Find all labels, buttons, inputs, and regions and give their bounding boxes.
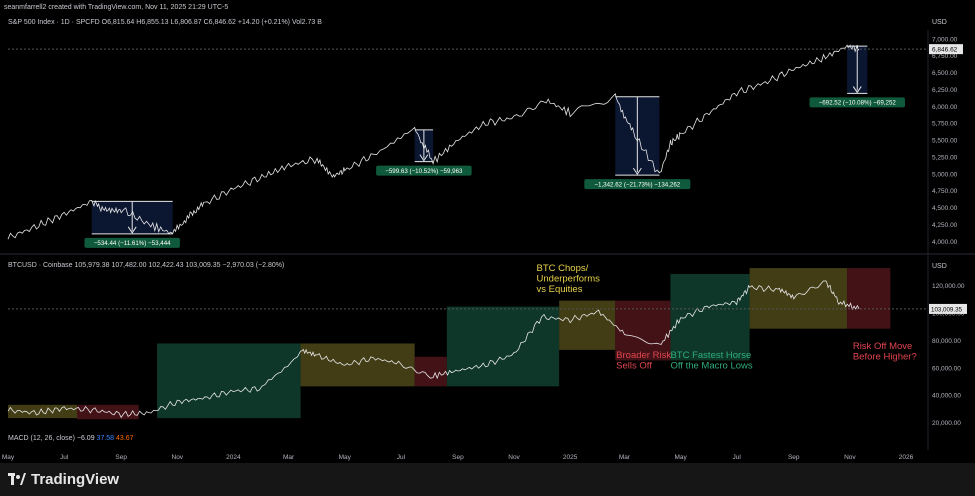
credit-line: seanmfarrell2 created with TradingView.c… (4, 4, 229, 11)
annotation-text: Broader Risk (616, 350, 671, 361)
annotation-text: BTC Fastest Horse (670, 350, 751, 361)
time-axis-tick: Nov (844, 454, 856, 461)
annotation-text: Underperforms (537, 274, 601, 285)
spx-y-tick: 5,750.00 (932, 121, 958, 128)
time-axis-tick: 2026 (899, 454, 914, 461)
tradingview-logo-icon (8, 473, 26, 485)
btc-info: BTCUSD · Coinbase 105,979.38 107,482.00 … (8, 262, 285, 269)
spx-y-tick: 5,000.00 (932, 171, 958, 178)
spx-currency[interactable]: USD (932, 19, 947, 26)
spx-y-tick: 6,750.00 (932, 53, 958, 60)
time-axis-tick: Jul (397, 454, 406, 461)
drawdown-arrow-head (419, 154, 429, 162)
time-axis-tick: Sep (452, 454, 464, 461)
btc-y-tick: 60,000.00 (932, 365, 961, 372)
btc-y-tick: 100,000.00 (932, 311, 965, 318)
time-axis-tick: Jul (60, 454, 69, 461)
annotation-text: Sells Off (616, 361, 652, 372)
btc-y-tick: 40,000.00 (932, 393, 961, 400)
time-axis-tick: Sep (115, 454, 127, 461)
spx-last-price-bg (929, 44, 963, 55)
btc-pane[interactable]: 20,000.00 40,000.00 60,000.00 80,000.00 100,… (7, 263, 967, 427)
regime-box-maroon[interactable] (847, 268, 891, 329)
drawdown-label-bg (84, 237, 180, 248)
annotation-text: Before Higher? (853, 352, 917, 363)
drawdown-arrow-head (852, 86, 862, 94)
btc-y-tick: 120,000.00 (932, 283, 965, 290)
time-axis-tick: May (339, 454, 352, 461)
btc-last-price-bg (929, 303, 967, 314)
time-axis-tick: May (2, 454, 15, 461)
btc-y-tick: 80,000.00 (932, 338, 961, 345)
btc-y-tick: 20,000.00 (932, 420, 961, 427)
spx-info: S&P 500 Index · 1D · SPCFD O6,815.64 H6,… (8, 19, 322, 26)
time-axis-tick: May (674, 454, 687, 461)
regime-box-olive[interactable] (749, 268, 848, 329)
macd-value-2: 37.58 (96, 435, 115, 442)
time-axis-tick: Mar (283, 454, 295, 461)
time-axis-tick: Jul (733, 454, 742, 461)
regime-box-olive[interactable] (300, 343, 415, 387)
btc-last-price: 103,009.35 (931, 306, 963, 313)
time-axis-tick: 2025 (563, 454, 578, 461)
time-axis-tick: Nov (508, 454, 520, 461)
drawdown-arrow-head (632, 167, 642, 176)
time-axis-tick: 2024 (226, 454, 241, 461)
macd-value-3: 43.67 (116, 435, 134, 442)
spx-y-tick: 5,500.00 (932, 138, 958, 145)
btc-price-line[interactable] (7, 280, 860, 419)
drawdown-label: −599.63 (−10.52%) −59,963 (385, 168, 463, 175)
macd-title: MACD (12, 26, close) (8, 435, 75, 442)
drawdown-label-bg (376, 165, 472, 176)
regime-box-green[interactable] (670, 274, 750, 361)
tradingview-brand: TradingView (31, 471, 120, 488)
spx-pane[interactable]: 4,000.00 4,250.00 4,500.00 4,750.00 5,000.00… (7, 36, 963, 248)
charts-svg[interactable]: 4,000.00 4,250.00 4,500.00 4,750.00 5,000.00… (0, 0, 975, 463)
regime-box-maroon[interactable] (615, 300, 671, 361)
annotation-text: Risk Off Move (853, 341, 912, 352)
regime-box-green[interactable] (157, 343, 301, 419)
drawdown-label: −1,342.62 (−21.73%) −134,262 (594, 181, 680, 188)
spx-last-price: 6,846.62 (932, 47, 958, 54)
spx-y-tick: 7,000.00 (932, 36, 958, 43)
drawdown-arrow-head (127, 226, 137, 234)
time-axis-tick: Mar (619, 454, 631, 461)
spx-y-tick: 6,500.00 (932, 70, 958, 77)
spx-y-tick: 4,500.00 (932, 205, 958, 212)
regime-box-maroon[interactable] (414, 356, 447, 387)
spx-y-tick: 4,750.00 (932, 188, 958, 195)
drawdown-label: −692.52 (−10.08%) −69,252 (819, 100, 897, 107)
spx-price-line[interactable] (7, 44, 860, 240)
spx-y-tick: 6,000.00 (932, 104, 958, 111)
footer-bar (0, 463, 975, 496)
annotation-text: vs Equities (537, 284, 583, 295)
btc-currency[interactable]: USD (932, 263, 947, 270)
spx-y-tick: 6,250.00 (932, 87, 958, 94)
drawdown-label-bg (809, 97, 905, 108)
tradingview-logo[interactable]: TradingView (8, 471, 119, 488)
annotation-text: BTC Chops/ (537, 263, 589, 274)
spx-y-tick: 4,000.00 (932, 239, 958, 246)
time-axis-tick: Nov (172, 454, 184, 461)
regime-box-olive[interactable] (559, 300, 616, 350)
spx-y-tick: 4,250.00 (932, 222, 958, 229)
macd-value-1: −6.09 (76, 435, 95, 442)
drawdown-label: −534.44 (−11.61%) −53,444 (94, 240, 171, 247)
macd-info: MACD (12, 26, close) −6.09 37.58 43.67 (8, 435, 134, 442)
time-axis: May Jul Sep Nov 2024 Mar May Jul Sep Nov 2025 Mar Ma… (2, 454, 914, 461)
regime-box-green[interactable] (446, 306, 560, 387)
spx-y-tick: 5,250.00 (932, 154, 958, 161)
time-axis-tick: Sep (788, 454, 800, 461)
drawdown-label-bg (584, 179, 691, 190)
annotation-text: Off the Macro Lows (670, 361, 752, 372)
